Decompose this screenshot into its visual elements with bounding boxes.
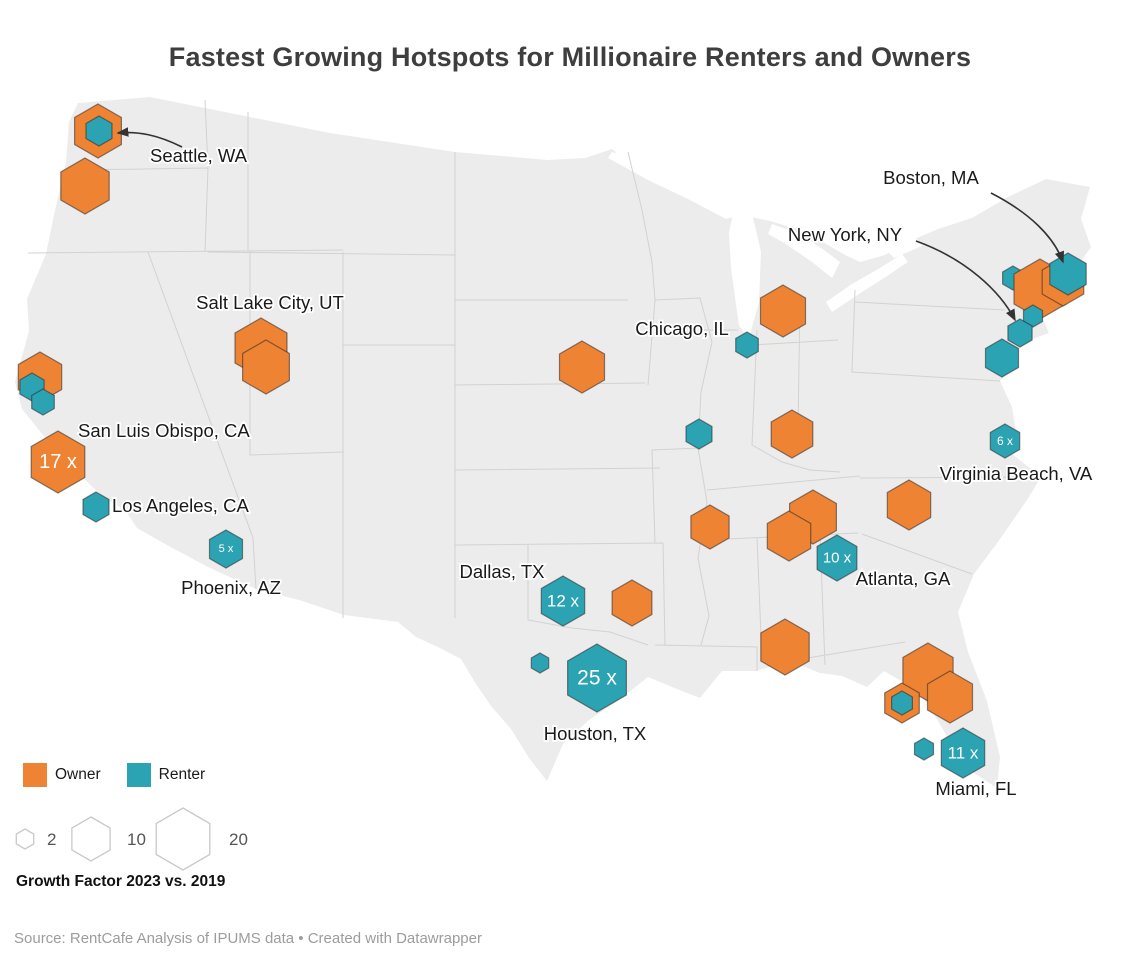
portland-owner-hex[interactable] (60, 157, 110, 215)
los-angeles-renter-hex[interactable] (82, 491, 110, 523)
owner-swatch (23, 763, 47, 787)
new-york-renter-hex[interactable] (1007, 318, 1033, 348)
chart-title: Fastest Growing Hotspots for Millionaire… (168, 42, 972, 72)
virginia-beach-renter-hex[interactable]: 6 x (989, 423, 1021, 459)
omaha-owner-hex[interactable] (558, 340, 606, 394)
new-york-label: New York, NY (788, 224, 902, 245)
houston-renter-hex-badge: 25 x (577, 667, 617, 690)
tennessee-owner-hex-2[interactable] (766, 510, 812, 562)
virginia-beach-renter-hex-badge: 6 x (997, 434, 1013, 448)
philadelphia-renter-hex[interactable] (984, 338, 1020, 378)
mid-south-owner-hex[interactable] (690, 504, 730, 550)
los-angeles-label: Los Angeles, CA (112, 495, 249, 516)
houston-label: Houston, TX (544, 723, 647, 744)
san-luis-obispo-label: San Luis Obispo, CA (78, 420, 250, 441)
size-legend-value-10: 10 (127, 830, 146, 849)
florida-owner-hex-2[interactable] (926, 670, 974, 724)
florida-renter-hex-2[interactable] (913, 737, 935, 761)
chicago-label: Chicago, IL (635, 318, 729, 339)
renter-label: Renter (158, 766, 206, 783)
size-legend-value-2: 2 (47, 830, 56, 849)
houston-renter-hex[interactable]: 25 x (566, 643, 628, 713)
dallas-renter-hex[interactable]: 12 x (540, 575, 586, 627)
bay-area-renter-hex-2[interactable] (31, 388, 55, 416)
san-luis-obispo-owner-hex[interactable]: 17 x (30, 430, 86, 494)
lake-ontario (886, 238, 922, 258)
size-legend-hex-10 (71, 816, 111, 862)
great-lakes (608, 152, 922, 338)
source-line: Source: RentCafe Analysis of IPUMS data … (14, 930, 482, 947)
carolina-owner-hex[interactable] (886, 479, 932, 531)
salt-lake-city-label: Salt Lake City, UT (196, 292, 344, 313)
boston-label-arrow (990, 192, 1064, 264)
miami-label: Miami, FL (935, 778, 1016, 799)
dallas-renter-hex-badge: 12 x (547, 592, 580, 611)
connecticut-renter-hex[interactable] (1022, 304, 1044, 328)
chicago-renter-hex[interactable] (735, 331, 759, 359)
lake-huron (768, 224, 840, 278)
size-legend-value-20: 20 (229, 830, 248, 849)
phoenix-renter-hex-badge: 5 x (219, 543, 234, 555)
atlanta-renter-hex[interactable]: 10 x (816, 534, 858, 582)
lake-erie (826, 254, 908, 312)
central-texas-renter-hex[interactable] (530, 652, 550, 674)
lake-michigan (729, 206, 761, 338)
size-legend: 2 10 20 (15, 807, 248, 871)
st-louis-renter-hex[interactable] (685, 418, 713, 450)
virginia-beach-label: Virginia Beach, VA (940, 463, 1093, 484)
lake-superior (608, 152, 744, 219)
gulf-coast-owner-hex[interactable] (760, 618, 810, 676)
san-luis-obispo-owner-hex-badge: 17 x (39, 451, 77, 473)
annotation-layer: Seattle, WA Boston, MA New York, NY Salt La… (76, 127, 1095, 801)
size-legend-hex-2 (15, 828, 35, 850)
florida-renter-hex-1[interactable] (890, 690, 914, 716)
atlanta-label: Atlanta, GA (856, 568, 951, 589)
boston-label: Boston, MA (883, 167, 979, 188)
salt-lake-city-owner-hex-2[interactable] (242, 339, 290, 395)
ohio-valley-owner-hex[interactable] (770, 409, 814, 459)
owner-label: Owner (55, 766, 101, 783)
seattle-label-arrow (116, 127, 183, 148)
east-texas-owner-hex[interactable] (611, 579, 653, 627)
seattle-label: Seattle, WA (150, 145, 248, 166)
west-michigan-owner-hex[interactable] (759, 284, 807, 338)
size-legend-title: Growth Factor 2023 vs. 2019 (16, 873, 226, 890)
dallas-label: Dallas, TX (460, 561, 545, 582)
color-legend: Owner Renter (23, 763, 223, 787)
seattle-renter-hex[interactable] (85, 115, 113, 147)
miami-renter-hex[interactable]: 11 x (940, 727, 986, 779)
phoenix-label: Phoenix, AZ (181, 577, 281, 598)
new-york-label-arrow (915, 240, 1016, 322)
size-legend-hex-20 (155, 807, 211, 871)
atlanta-renter-hex-badge: 10 x (823, 550, 852, 567)
hexagon-layer: 17 x 5 x 10 x 6 x 12 x 25 x 11 x (17, 103, 1087, 779)
renter-swatch (126, 763, 151, 787)
phoenix-renter-hex[interactable]: 5 x (208, 529, 244, 569)
miami-renter-hex-badge: 11 x (948, 744, 979, 763)
